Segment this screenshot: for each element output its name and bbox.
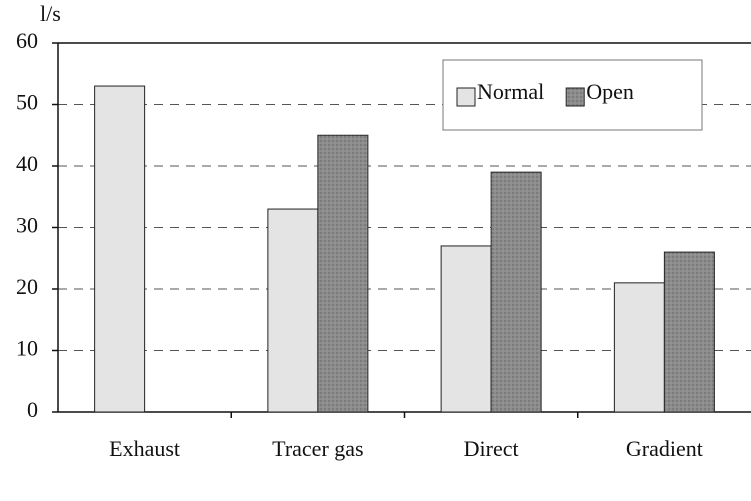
- y-tick-label: 0: [27, 397, 38, 422]
- bar-texture: [317, 135, 368, 412]
- legend-label: Open: [586, 79, 634, 104]
- y-tick-label: 10: [16, 336, 38, 361]
- y-tick-label: 30: [16, 213, 38, 238]
- x-tick-label: Direct: [463, 436, 519, 461]
- bar: [440, 245, 492, 413]
- bar: [267, 208, 319, 413]
- y-tick-label: 20: [16, 274, 38, 299]
- legend-swatch: [456, 87, 476, 107]
- y-tick-label: 50: [16, 90, 38, 115]
- y-tick-label: 40: [16, 151, 38, 176]
- x-tick-label: Tracer gas: [272, 436, 364, 461]
- y-tick-label: 60: [16, 28, 38, 53]
- bar-texture: [664, 252, 715, 412]
- legend-label: Normal: [477, 79, 544, 104]
- x-tick-label: Gradient: [625, 436, 703, 461]
- x-tick-label: Exhaust: [109, 436, 181, 461]
- legend-swatch-texture: [566, 88, 585, 106]
- bar: [94, 85, 146, 413]
- y-axis-label: l/s: [40, 1, 61, 26]
- bar-texture: [491, 172, 542, 412]
- bar: [613, 282, 665, 413]
